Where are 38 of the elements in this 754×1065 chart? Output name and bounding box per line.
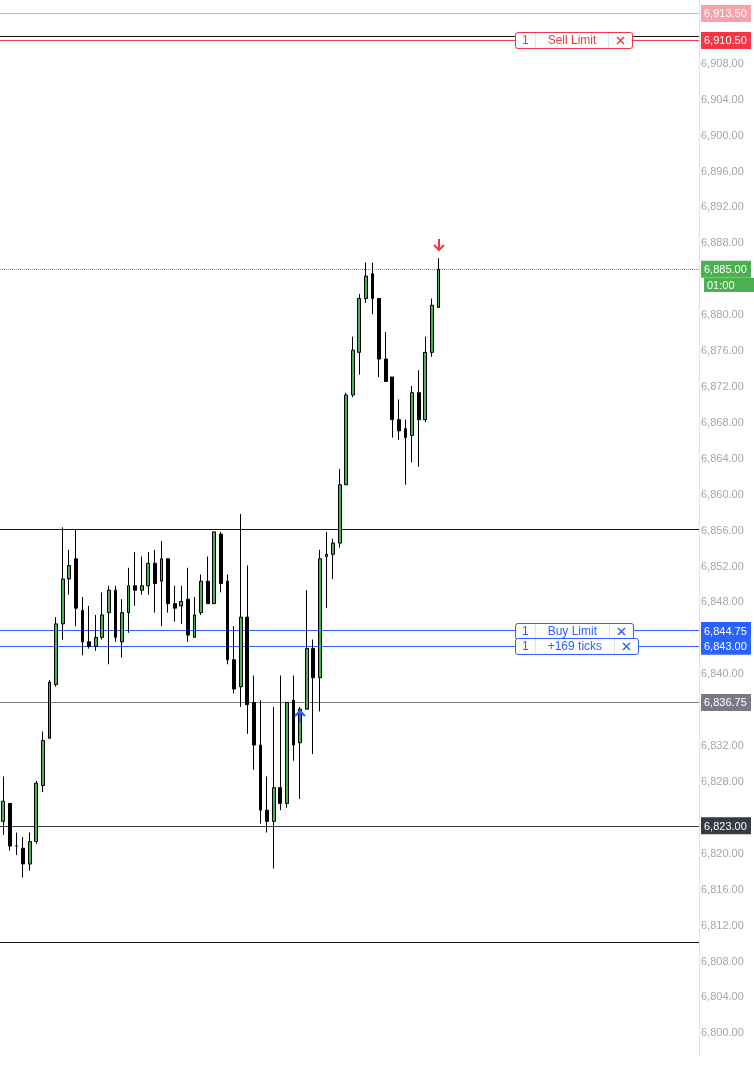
y-tick-label: 6,844.75 [704,624,747,637]
annotation: 1 [516,639,536,655]
y-tick-label: 6,823.00 [704,819,747,832]
y-tick-label: 6,913.50 [704,7,747,20]
ref-line-label: Buy Limit [535,623,611,639]
annotation: 1 [516,623,536,639]
y-tick-label: 6,868.00 [701,415,744,428]
ref-line-label: Sell Limit [535,33,610,49]
y-tick-label: 6,872.00 [701,380,744,392]
y-tick-label: 6,880.00 [701,308,744,321]
y-tick-label: 6,832.00 [701,739,744,752]
y-tick-label: 6,804.00 [701,990,744,1003]
y-tick-label: 6,885.00 [704,263,747,276]
annotation: 1 [516,33,536,49]
y-tick-label: 6,843.00 [704,640,747,653]
y-tick-label: 6,828.00 [701,774,744,787]
text: 01:00 [704,278,754,293]
y-tick-label: 6,840.00 [701,667,744,680]
y-tick-label: 6,852.00 [701,559,744,572]
y-tick-label: 6,910.50 [704,34,747,47]
y-tick-label: 6,800.00 [701,1026,744,1039]
y-tick-label: 6,836.75 [704,696,747,709]
y-tick-label: 6,816.00 [701,882,744,895]
y-tick-label: 6,848.00 [701,595,744,608]
y-tick-label: 6,812.00 [701,918,744,931]
y-tick-label: 6,892.00 [701,200,744,213]
ref-line-label: +169 ticks [535,639,616,655]
y-tick-label: 6,904.00 [701,92,744,105]
y-tick-label: 6,900.00 [701,128,744,141]
y-tick-label: 6,860.00 [701,487,744,500]
y-tick-label: 6,896.00 [701,164,744,177]
y-tick-label: 6,908.00 [701,56,744,69]
y-tick-label: 6,876.00 [701,344,744,357]
y-tick-label: 6,888.00 [701,236,744,249]
y-tick-label: 6,864.00 [701,451,744,464]
y-tick-label: 6,808.00 [701,954,744,967]
y-tick-label: 6,820.00 [701,846,744,859]
y-tick-label: 6,856.00 [701,523,744,536]
